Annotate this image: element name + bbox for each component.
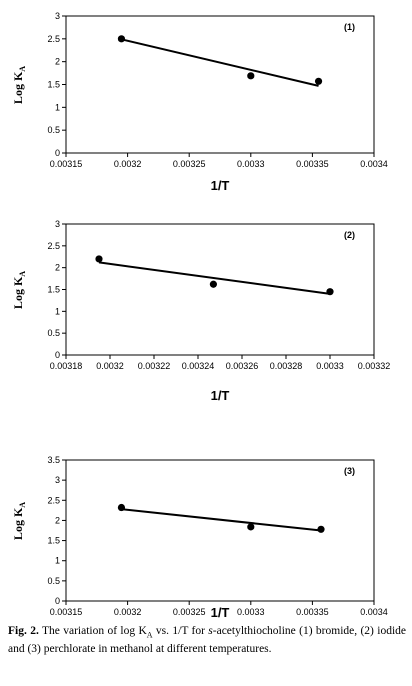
x-tick-label: 0.00318 (50, 361, 83, 371)
x-tick-label: 0.0032 (114, 159, 142, 169)
caption-text-2: vs. 1/T for (152, 625, 209, 637)
figure-charts: 0 0.5 1 1.5 2 2.5 3 0.00315 0.0032 0.00325 0.0033 0… (11, 11, 391, 620)
y-axis-label-subscript: A (18, 502, 27, 508)
x-tick-label: 0.0033 (237, 607, 265, 617)
x-tick-label: 0.00315 (50, 159, 83, 169)
y-tick-label: 1 (55, 306, 60, 316)
x-tick-label: 0.0032 (114, 607, 142, 617)
y-tick-label: 0.5 (47, 125, 60, 135)
y-tick-label: 0.5 (47, 576, 60, 586)
x-tick-label: 0.00332 (358, 361, 391, 371)
panel-label: (3) (344, 466, 355, 476)
y-tick-label: 2 (55, 263, 60, 273)
x-axis-label: 1/T (211, 178, 230, 193)
y-axis-label-main: Log K (11, 276, 25, 309)
y-tick-label: 3 (55, 219, 60, 229)
y-tick-label: 1.5 (47, 536, 60, 546)
data-point (95, 255, 103, 263)
y-tick-label: 2 (55, 515, 60, 525)
x-tick-label: 0.00322 (138, 361, 171, 371)
data-point (117, 35, 126, 43)
data-point (117, 503, 126, 512)
y-tick-label: 1.5 (47, 80, 60, 90)
y-tick-label: 3 (55, 475, 60, 485)
y-axis-label-main: Log K (11, 71, 25, 104)
x-axis-label: 1/T (211, 605, 230, 620)
x-tick-label: 0.00315 (50, 607, 83, 617)
y-tick-label: 0.5 (47, 328, 60, 338)
x-tick-label: 0.00326 (226, 361, 259, 371)
x-tick-label: 0.00335 (296, 159, 329, 169)
panel-label: (1) (344, 22, 355, 32)
figure-caption: Fig. 2. The variation of log KA vs. 1/T … (8, 624, 406, 656)
y-tick-label: 3.5 (47, 455, 60, 465)
plot-area-frame (65, 15, 375, 154)
y-tick-label: 2.5 (47, 495, 60, 505)
panel-label: (2) (344, 230, 355, 240)
y-tick-label: 0 (55, 148, 60, 158)
y-tick-label: 0 (55, 596, 60, 606)
data-point (317, 525, 325, 533)
caption-label: Fig. 2. (8, 625, 39, 637)
data-point (326, 288, 334, 296)
y-tick-label: 1 (55, 102, 60, 112)
x-tick-label: 0.00325 (173, 607, 206, 617)
x-axis-label: 1/T (211, 388, 230, 403)
y-tick-label: 3 (55, 11, 60, 21)
data-point (247, 523, 255, 531)
y-tick-label: 2.5 (47, 241, 60, 251)
trend-line (121, 508, 322, 532)
caption-text-3: -acetylthiocholine (1) bromide, (2) iodi… (8, 625, 406, 656)
y-axis-label-subscript: A (18, 66, 27, 72)
trend-line (98, 261, 331, 295)
y-axis-label: Log KA (11, 271, 27, 309)
data-point (209, 280, 217, 288)
x-tick-label: 0.0032 (96, 361, 124, 371)
caption-text-1: The variation of log K (38, 625, 147, 637)
y-tick-label: 1.5 (47, 285, 60, 295)
x-tick-label: 0.0033 (237, 159, 265, 169)
y-tick-label: 1 (55, 556, 60, 566)
trend-line (121, 38, 319, 87)
x-tick-label: 0.00328 (270, 361, 303, 371)
data-point (247, 72, 255, 80)
y-axis-label-main: Log K (11, 507, 25, 540)
x-tick-label: 0.0034 (360, 607, 388, 617)
x-tick-label: 0.00325 (173, 159, 206, 169)
caption-italic: s (208, 625, 213, 637)
plot-area-frame (65, 459, 375, 602)
x-tick-label: 0.00335 (296, 607, 329, 617)
y-tick-label: 2 (55, 57, 60, 67)
y-axis-label: Log KA (11, 66, 27, 104)
data-point (314, 77, 323, 85)
y-tick-label: 2.5 (47, 34, 60, 44)
x-tick-label: 0.0034 (360, 159, 388, 169)
y-axis-label: Log KA (11, 502, 27, 540)
caption-subscript: A (146, 630, 153, 640)
x-tick-label: 0.0033 (316, 361, 344, 371)
y-axis-label-subscript: A (18, 271, 27, 277)
y-tick-label: 0 (55, 350, 60, 360)
x-tick-label: 0.00324 (182, 361, 215, 371)
